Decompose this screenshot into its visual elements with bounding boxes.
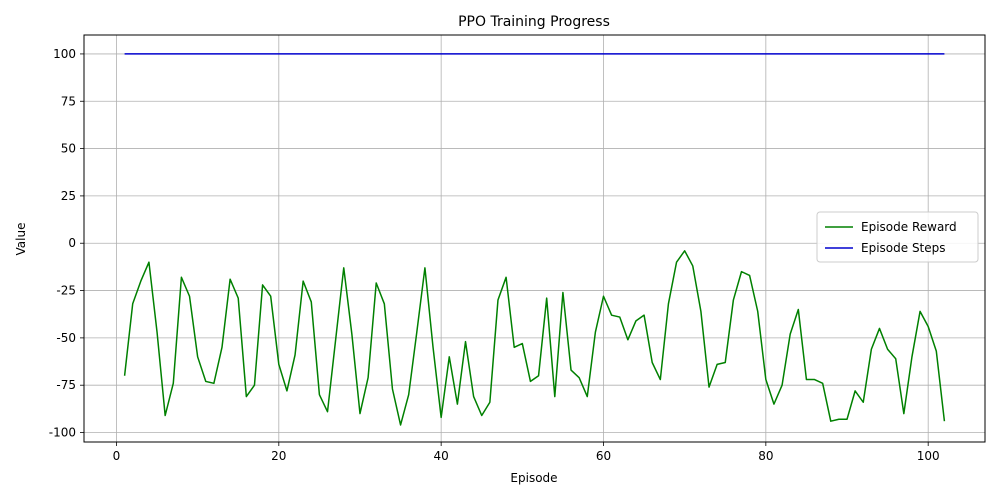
x-tick-label: 100 <box>917 449 940 463</box>
y-tick-label: -50 <box>56 331 76 345</box>
x-tick-label: 40 <box>434 449 449 463</box>
y-tick-label: 75 <box>61 94 76 108</box>
x-tick-label: 80 <box>758 449 773 463</box>
legend: Episode Reward Episode Steps <box>816 211 979 263</box>
x-tick-label: 0 <box>113 449 121 463</box>
x-tick-label: 60 <box>596 449 611 463</box>
series-line-episode-reward <box>123 250 946 426</box>
y-axis-ticks: -100 -75 -50 -25 0 25 50 75 100 <box>49 47 84 440</box>
y-tick-label: 100 <box>53 47 76 61</box>
plot-frame <box>83 34 986 443</box>
legend-label-episode-reward: Episode Reward <box>861 220 957 234</box>
y-tick-label: 25 <box>61 189 76 203</box>
x-tick-label: 20 <box>271 449 286 463</box>
series-layer <box>123 53 946 426</box>
y-tick-label: 0 <box>68 236 76 250</box>
legend-box <box>816 211 979 263</box>
legend-label-episode-steps: Episode Steps <box>861 241 946 255</box>
y-axis-label: Value <box>14 223 28 256</box>
x-axis-label: Episode <box>510 471 557 485</box>
x-axis-ticks: 0 20 40 60 80 100 <box>113 442 940 463</box>
y-tick-label: 50 <box>61 142 76 156</box>
y-tick-label: -100 <box>49 426 76 440</box>
y-tick-label: -75 <box>56 378 76 392</box>
chart-title: PPO Training Progress <box>458 14 610 30</box>
y-tick-label: -25 <box>56 284 76 298</box>
